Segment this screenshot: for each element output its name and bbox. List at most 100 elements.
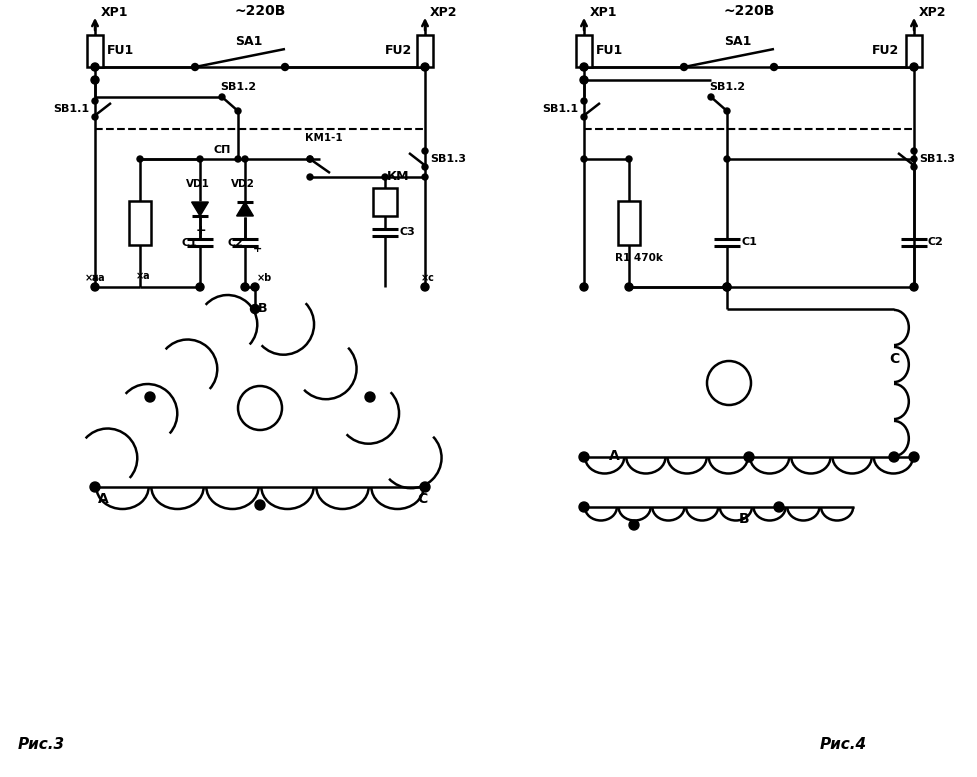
Circle shape [579,283,587,291]
Circle shape [250,305,259,313]
Text: +: + [253,244,262,254]
Text: C1: C1 [182,238,197,248]
Circle shape [908,452,918,462]
Text: XP1: XP1 [589,6,616,19]
Text: XP2: XP2 [430,6,457,19]
Text: C2: C2 [227,238,242,248]
Circle shape [773,502,784,512]
Circle shape [580,98,586,104]
Text: B: B [258,302,268,315]
Text: C1: C1 [741,237,756,247]
Text: C: C [416,492,427,506]
Polygon shape [191,202,208,216]
Text: C: C [888,352,898,366]
Text: SB1.1: SB1.1 [53,104,89,114]
Circle shape [137,156,143,162]
Text: XP1: XP1 [101,6,128,19]
Circle shape [707,94,713,100]
Circle shape [421,174,428,180]
Circle shape [578,452,588,462]
Circle shape [251,283,259,291]
Text: VD1: VD1 [186,179,210,189]
Circle shape [580,156,586,162]
Circle shape [680,64,687,71]
Circle shape [420,283,429,291]
Text: SA1: SA1 [234,35,262,48]
Text: +: + [195,224,206,237]
Text: Рис.3: Рис.3 [18,737,65,752]
Circle shape [195,283,204,291]
Circle shape [307,156,313,162]
Circle shape [281,64,288,71]
Circle shape [91,63,99,71]
Circle shape [723,108,729,114]
Text: A: A [609,449,619,463]
Text: SB1.3: SB1.3 [918,154,954,164]
Circle shape [234,156,240,162]
Text: Рис.4: Рис.4 [819,737,867,752]
Circle shape [580,114,586,120]
Text: ×a: ×a [91,273,106,283]
Text: B: B [739,512,748,526]
Text: VD2: VD2 [231,179,255,189]
Bar [905,35,921,67]
Circle shape [706,361,750,405]
Text: C2: C2 [927,237,943,247]
Circle shape [910,164,916,170]
Circle shape [421,148,428,154]
Circle shape [722,283,730,291]
Bar [617,201,639,245]
Text: ×a: ×a [85,273,100,283]
Text: ×a: ×a [136,271,150,281]
Text: FU2: FU2 [385,44,412,57]
Text: SB1.1: SB1.1 [541,104,577,114]
Bar [575,35,591,67]
Circle shape [419,482,430,492]
Circle shape [307,156,313,162]
Circle shape [240,283,249,291]
Circle shape [770,64,777,71]
Circle shape [91,76,99,84]
Circle shape [909,63,917,71]
Circle shape [722,283,730,291]
Text: FU1: FU1 [595,44,622,57]
Polygon shape [236,202,253,216]
Text: SA1: SA1 [723,35,750,48]
Text: M: M [264,400,278,415]
Circle shape [237,386,281,430]
Text: R1 470k: R1 470k [615,253,662,263]
Text: FU1: FU1 [106,44,134,57]
Circle shape [909,283,917,291]
Circle shape [191,64,198,71]
Circle shape [364,392,374,402]
Text: КМ1-1: КМ1-1 [305,133,342,143]
Circle shape [219,94,225,100]
Text: ~220В: ~220В [723,4,774,18]
Bar [416,35,433,67]
Circle shape [234,108,240,114]
Circle shape [382,174,388,180]
Circle shape [910,156,916,162]
Circle shape [743,452,753,462]
Circle shape [92,98,98,104]
Text: FU2: FU2 [871,44,898,57]
Text: C3: C3 [400,227,415,237]
Circle shape [92,114,98,120]
Text: SB1.3: SB1.3 [430,154,465,164]
Text: КМ: КМ [387,170,409,183]
Bar [129,201,150,245]
Circle shape [578,502,588,512]
Circle shape [421,164,428,170]
Circle shape [255,500,265,510]
Circle shape [196,156,203,162]
Circle shape [910,148,916,154]
Circle shape [91,283,99,291]
Text: ~220В: ~220В [234,4,285,18]
Circle shape [145,392,154,402]
Text: A: A [98,492,108,506]
Circle shape [579,76,587,84]
Text: ×c: ×c [420,273,435,283]
Text: SB1.2: SB1.2 [220,82,256,92]
Text: СП: СП [213,145,231,155]
Circle shape [241,156,248,162]
